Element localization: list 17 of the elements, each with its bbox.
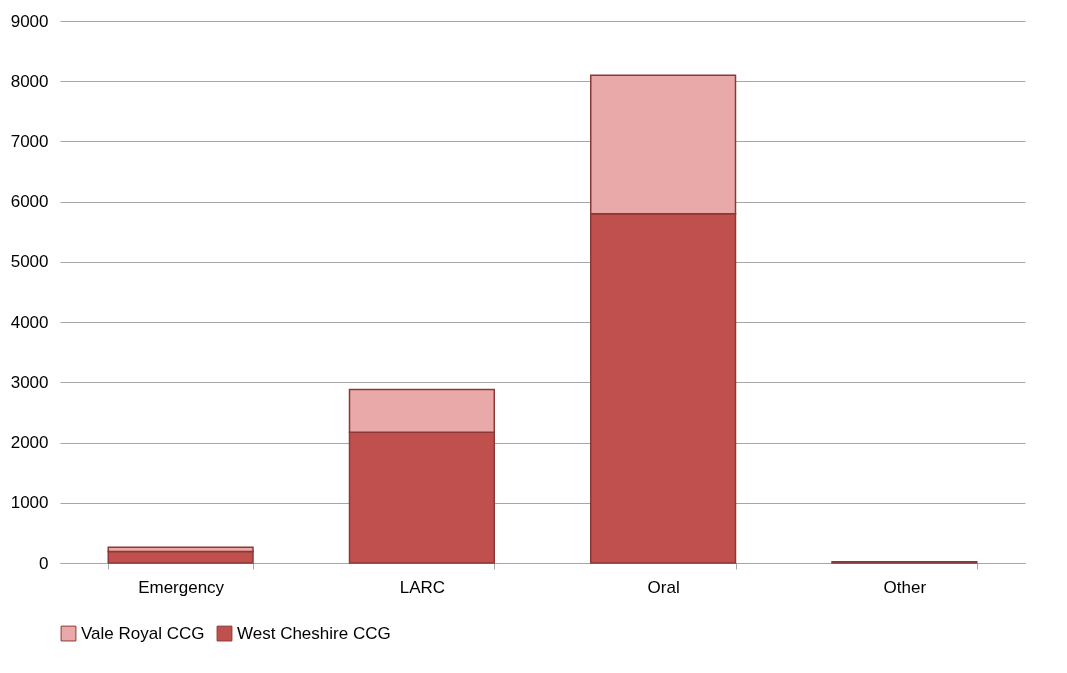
x-tick-label: LARC [399,577,446,597]
y-tick-label: 5000 [10,252,49,272]
y-tick-label: 7000 [10,131,49,151]
x-tick-label: Oral [647,577,680,597]
legend-label: West Cheshire CCG [237,623,391,643]
y-tick-label: 1000 [10,493,49,513]
y-tick-label: 8000 [10,71,49,91]
y-tick-label: 6000 [10,192,49,212]
bar [107,550,254,564]
legend-label: Vale Royal CCG [81,623,205,643]
y-tick-label: 2000 [10,433,49,453]
x-tick-label: Emergency [138,577,225,597]
y-tick-label: 0 [39,553,49,573]
x-tick-label: Other [883,577,927,597]
y-tick-label: 9000 [10,11,49,31]
y-tick-label: 4000 [10,312,49,332]
y-tick-label: 3000 [10,372,49,392]
